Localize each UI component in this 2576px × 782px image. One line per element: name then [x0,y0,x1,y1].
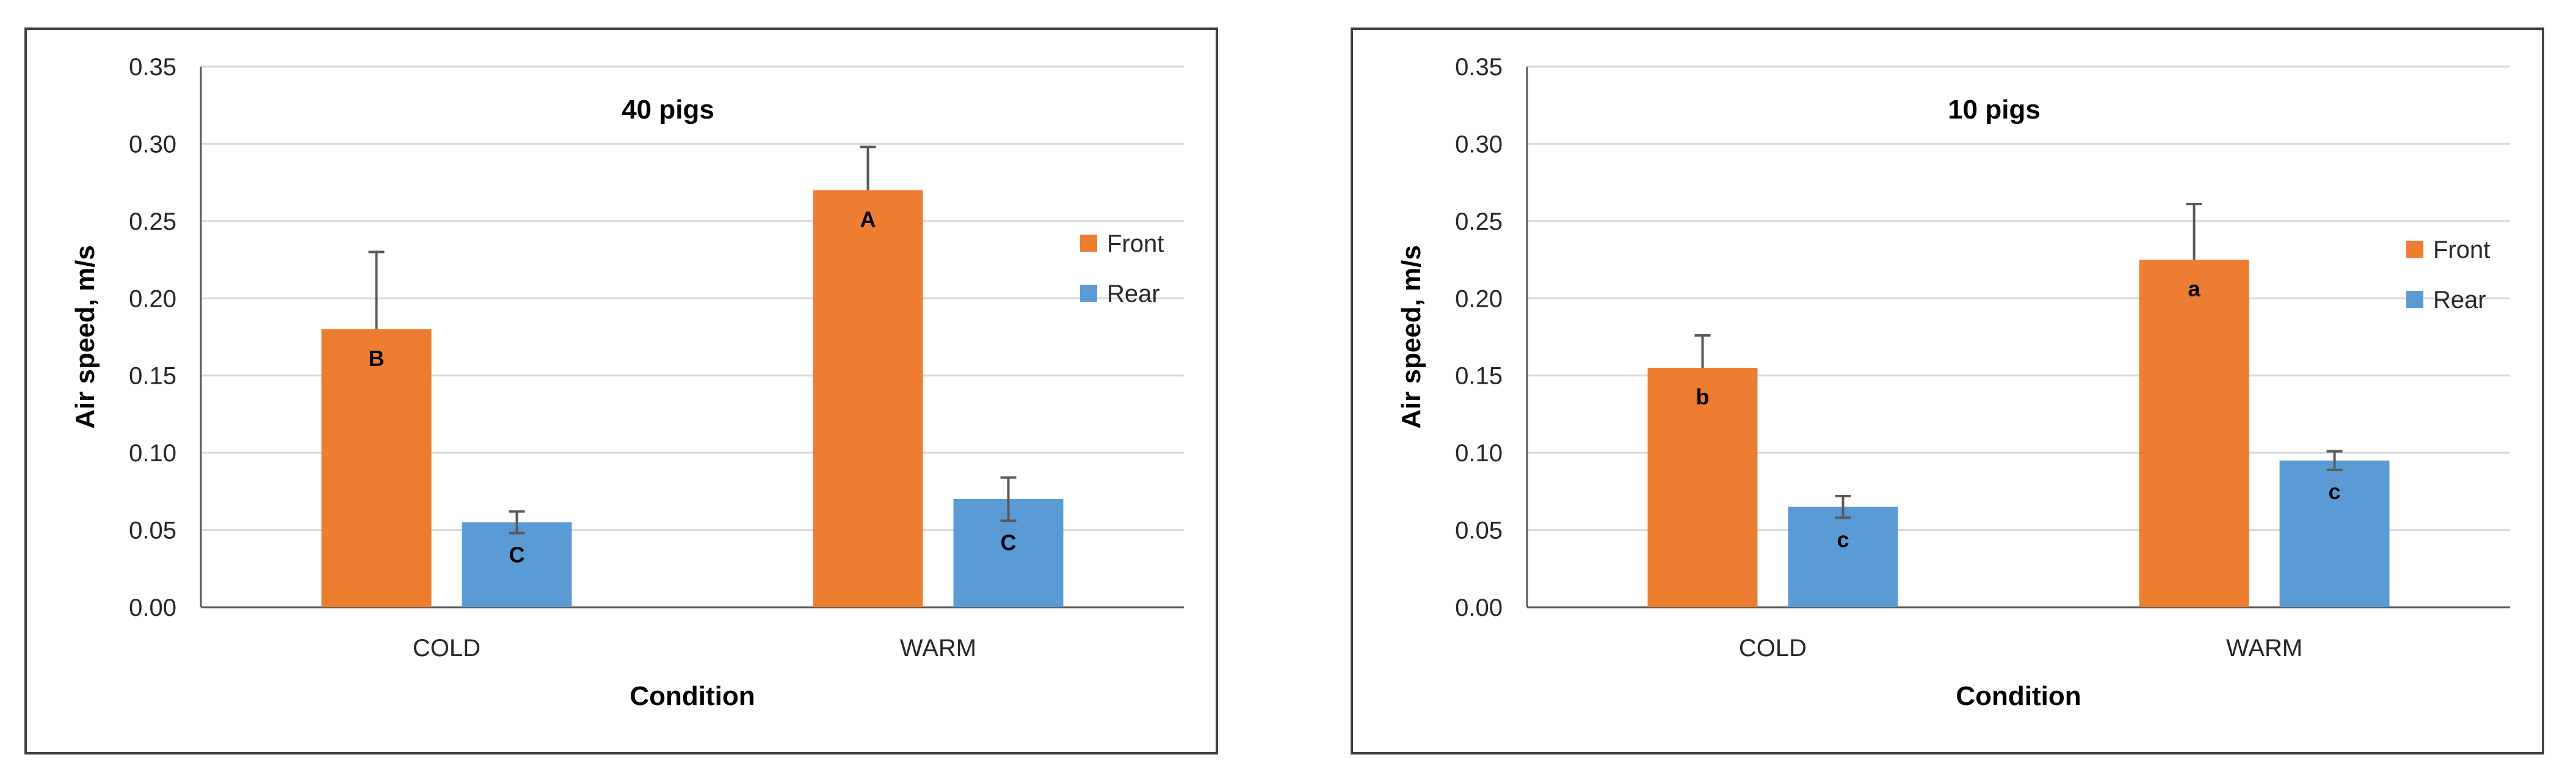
error-bar [1694,334,1711,368]
error-bar [2186,203,2202,260]
chart-10-pigs: 0.00 0.05 0.10 0.15 0.20 0.25 0.30 0.35 b c COLD a c… [1396,54,2510,711]
significance-letter: a [2188,276,2200,301]
legend-label-front: Front [1107,230,1164,257]
significance-letter: c [2328,479,2340,504]
y-tick-label: 0.10 [1455,440,1503,467]
significance-letter: A [860,206,876,232]
bar-front-cold [1647,368,1758,607]
legend-swatch-front [2406,241,2423,258]
y-tick-label: 0.00 [129,594,176,621]
y-tick-label: 0.00 [1455,594,1503,621]
error-bar [368,250,385,329]
y-tick-label: 0.15 [1455,363,1503,390]
y-tick-label: 0.20 [1455,285,1503,312]
y-tick-label: 0.25 [129,208,176,235]
error-bar [860,145,876,191]
legend-swatch-rear [2406,291,2423,308]
x-axis-title: Condition [629,681,755,711]
significance-letter: C [509,543,525,568]
legend-label-front: Front [2433,236,2490,263]
y-tick-label: 0.20 [129,285,176,312]
legend-swatch-rear [1080,285,1097,302]
bar-rear-cold [462,522,572,607]
error-bar [509,510,525,535]
x-tick-label: WARM [2226,635,2302,662]
y-tick-label: 0.15 [129,363,176,390]
legend-label-rear: Rear [1107,280,1160,307]
x-tick-label: WARM [900,635,976,662]
y-tick-label: 0.35 [129,54,176,81]
y-tick-label: 0.05 [1455,517,1503,544]
y-tick-label: 0.05 [129,517,176,544]
y-axis-title: Air speed, m/s [1396,245,1426,429]
y-tick-label: 0.30 [1455,131,1503,158]
x-tick-label: COLD [413,635,481,662]
y-tick-label: 0.35 [1455,54,1503,81]
chart-panel-10-pigs: 0.00 0.05 0.10 0.15 0.20 0.25 0.30 0.35 b c COLD a c… [1351,27,2544,755]
y-tick-label: 0.25 [1455,208,1503,235]
bar-front-warm [813,190,923,607]
error-bar [2326,450,2343,471]
bar-rear-warm [2279,460,2390,607]
y-axis-title: Air speed, m/s [70,245,100,429]
chart-title: 10 pigs [1948,95,2041,125]
significance-letter: B [369,346,385,371]
bar-front-warm [2139,260,2249,608]
error-bar [1000,476,1017,522]
legend-swatch-front [1080,235,1097,252]
legend-label-rear: Rear [2433,287,2486,313]
chart-40-pigs: 0.00 0.05 0.10 0.15 0.20 0.25 0.30 0.35 B C COLD A C… [70,54,1184,711]
error-bar [1835,494,1851,519]
bar-front-cold [321,329,432,607]
y-tick-label: 0.10 [129,440,176,467]
bar-rear-cold [1788,506,1898,607]
chart-title: 40 pigs [622,95,714,125]
significance-letter: C [1001,530,1017,555]
significance-letter: b [1696,384,1710,409]
x-tick-label: COLD [1739,635,1807,662]
x-axis-title: Condition [1956,681,2081,711]
y-tick-label: 0.30 [129,131,176,158]
significance-letter: c [1837,527,1849,552]
chart-panel-40-pigs: 0.00 0.05 0.10 0.15 0.20 0.25 0.30 0.35 B C COLD A C… [24,27,1218,755]
